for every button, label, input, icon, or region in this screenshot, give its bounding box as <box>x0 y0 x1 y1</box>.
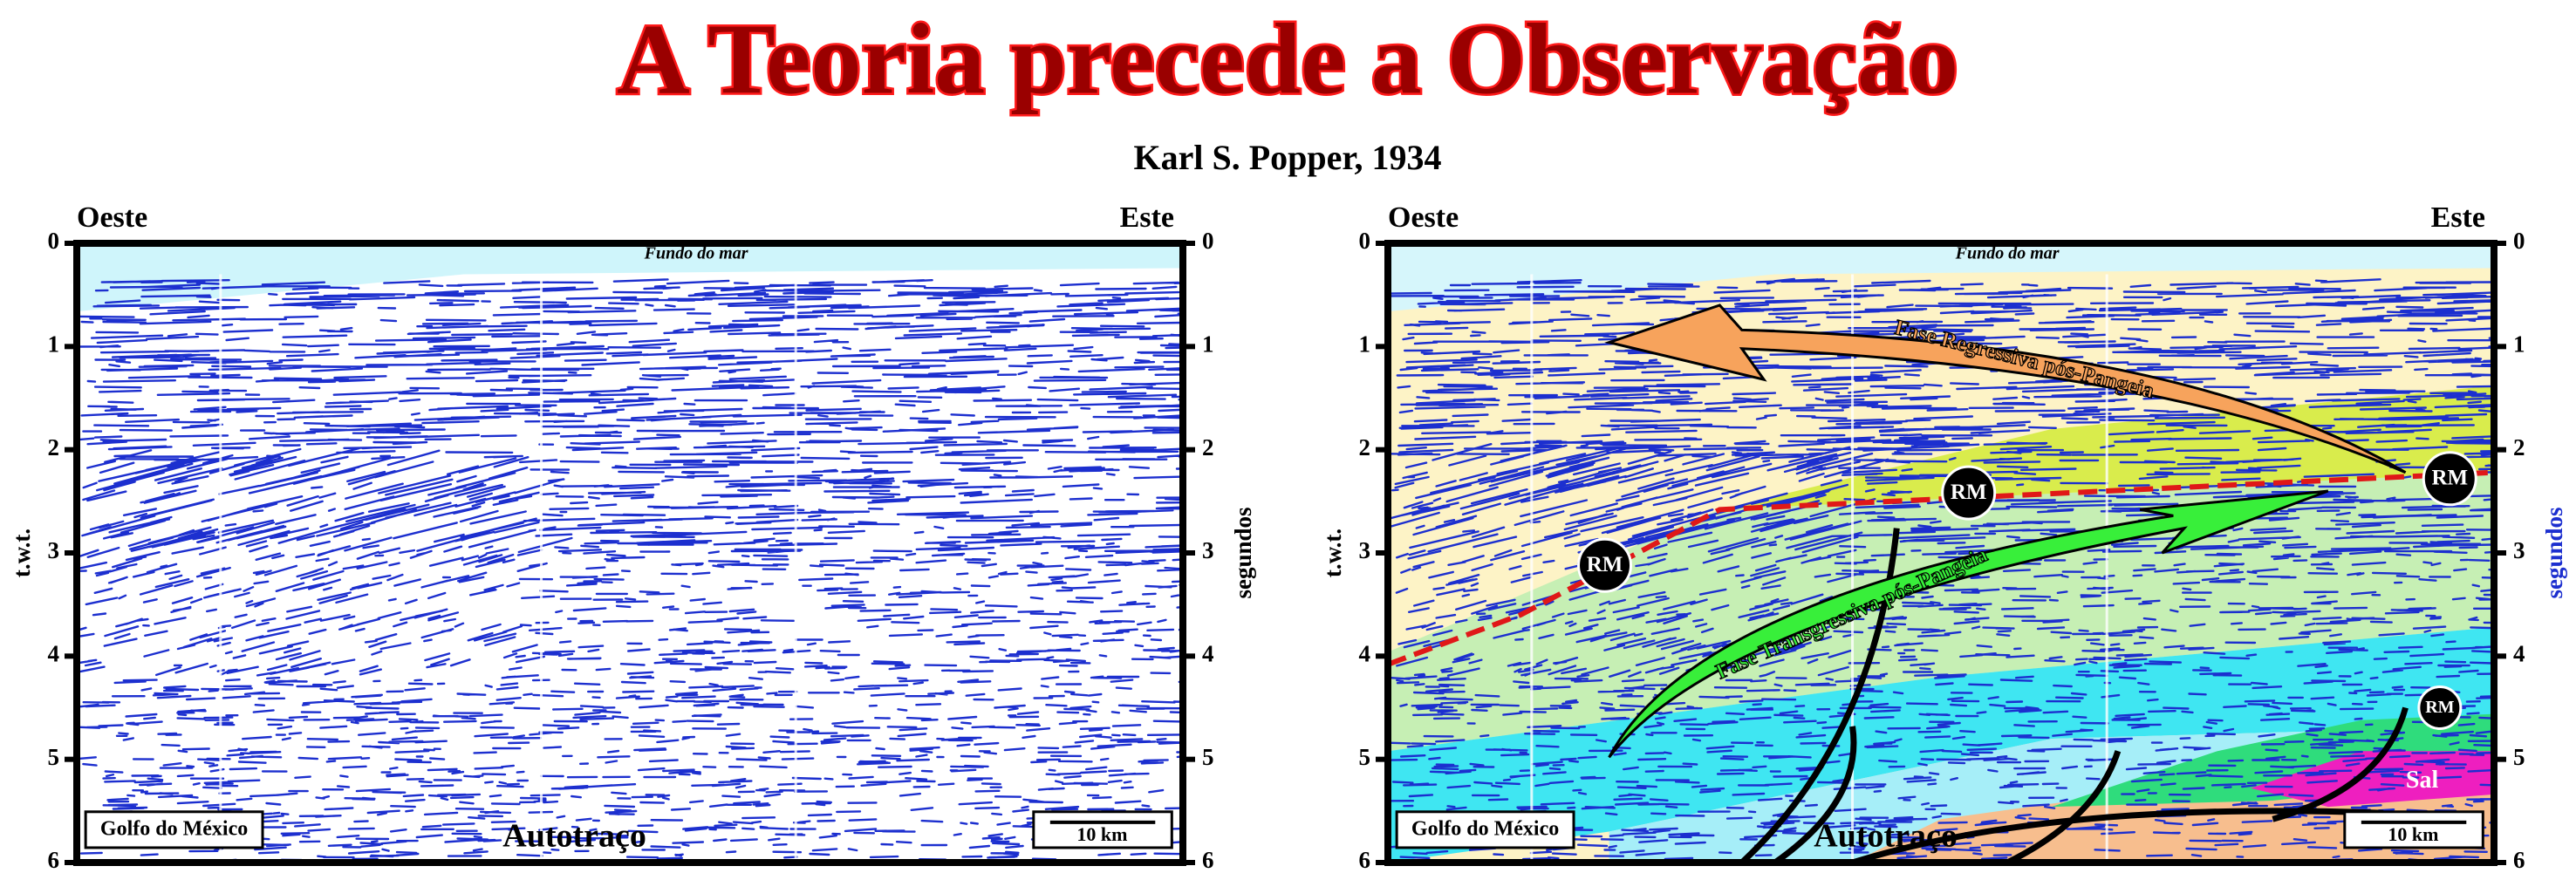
left-axis-label: t.w.t. <box>9 529 35 577</box>
tick-label: 0 <box>1202 228 1214 254</box>
zone-salt <box>2251 751 2494 808</box>
rm-label: RM <box>2431 467 2468 490</box>
seafloor-label: Fundo do mar <box>1955 243 2060 263</box>
tick-label: 0 <box>2513 228 2525 254</box>
scale-label: 10 km <box>2388 823 2438 845</box>
tick-label: 5 <box>1359 744 1371 770</box>
fault <box>1851 808 2384 863</box>
tick-label: 0 <box>1359 228 1371 254</box>
transgressive-arrow <box>1608 489 2329 759</box>
scale-box <box>1032 810 1173 849</box>
caption: Autotraço <box>1814 818 1958 855</box>
location-box <box>1395 810 1575 849</box>
title: A Teoria precede a Observação <box>617 4 1958 116</box>
tick-label: 4 <box>1359 641 1371 667</box>
reflectors <box>1388 277 2494 863</box>
tick-label: 6 <box>1202 847 1214 873</box>
tick-label: 1 <box>1202 331 1214 358</box>
water <box>1388 243 2494 312</box>
rm-marker <box>2422 451 2477 507</box>
water <box>77 243 1183 312</box>
right-axis-label: segundos <box>1230 507 1256 598</box>
rm-label: RM <box>1587 553 1623 576</box>
west-label: Oeste <box>77 201 147 234</box>
seismic-panel: Fundo do mar Golfo do México Autotraço 10 k… <box>9 201 1256 873</box>
tick-label: 3 <box>1202 537 1214 563</box>
tick-label: 1 <box>2513 331 2525 358</box>
rm-marker <box>1941 465 1997 521</box>
tick-label: 6 <box>2513 847 2525 873</box>
left-axis-label: t.w.t. <box>1320 529 1346 577</box>
tick-label: 1 <box>48 331 60 358</box>
reflectors <box>77 278 1183 863</box>
rm-label: RM <box>2425 698 2454 717</box>
tick-label: 6 <box>48 847 60 873</box>
west-label: Oeste <box>1388 201 1459 234</box>
tick-label: 5 <box>1202 744 1214 770</box>
regressive-arrow <box>1604 304 2407 474</box>
tick-label: 4 <box>1202 641 1214 667</box>
rm-label: RM <box>1951 481 1987 504</box>
tick-label: 4 <box>2513 641 2525 667</box>
subtitle: Karl S. Popper, 1934 <box>1134 138 1442 177</box>
right-axis-label: segundos <box>2541 507 2567 598</box>
fault <box>1773 726 1857 863</box>
fault <box>2005 750 2122 863</box>
east-label: Este <box>1120 201 1174 234</box>
tick-label: 2 <box>1359 434 1371 460</box>
zone-light-green <box>1388 472 2494 752</box>
panel-body: Fundo do mar Golfo do México Autotraço 10 k… <box>77 243 1183 863</box>
tick-label: 2 <box>1202 434 1214 460</box>
location: Golfo do México <box>100 818 248 841</box>
location-box <box>84 810 264 849</box>
seafloor-label: Fundo do mar <box>644 243 748 263</box>
scale-box <box>2343 810 2484 849</box>
tick-label: 4 <box>48 641 60 667</box>
scale-label: 10 km <box>1076 823 1127 845</box>
tick-label: 6 <box>1359 847 1371 873</box>
tick-label: 2 <box>2513 434 2525 460</box>
tick-label: 2 <box>48 434 60 460</box>
tick-label: 3 <box>1359 537 1371 563</box>
tick-label: 1 <box>1359 331 1371 358</box>
tick-label: 0 <box>48 228 60 254</box>
rm-marker <box>1577 537 1633 593</box>
salt-label: Sal <box>2406 767 2439 794</box>
tick-label: 3 <box>2513 537 2525 563</box>
rm-marker <box>2417 685 2463 730</box>
east-label: Este <box>2431 201 2485 234</box>
location: Golfo do México <box>1411 818 1559 841</box>
caption: Autotraço <box>502 818 646 855</box>
tick-label: 5 <box>48 744 60 770</box>
tick-label: 3 <box>48 537 60 563</box>
tick-label: 5 <box>2513 744 2525 770</box>
